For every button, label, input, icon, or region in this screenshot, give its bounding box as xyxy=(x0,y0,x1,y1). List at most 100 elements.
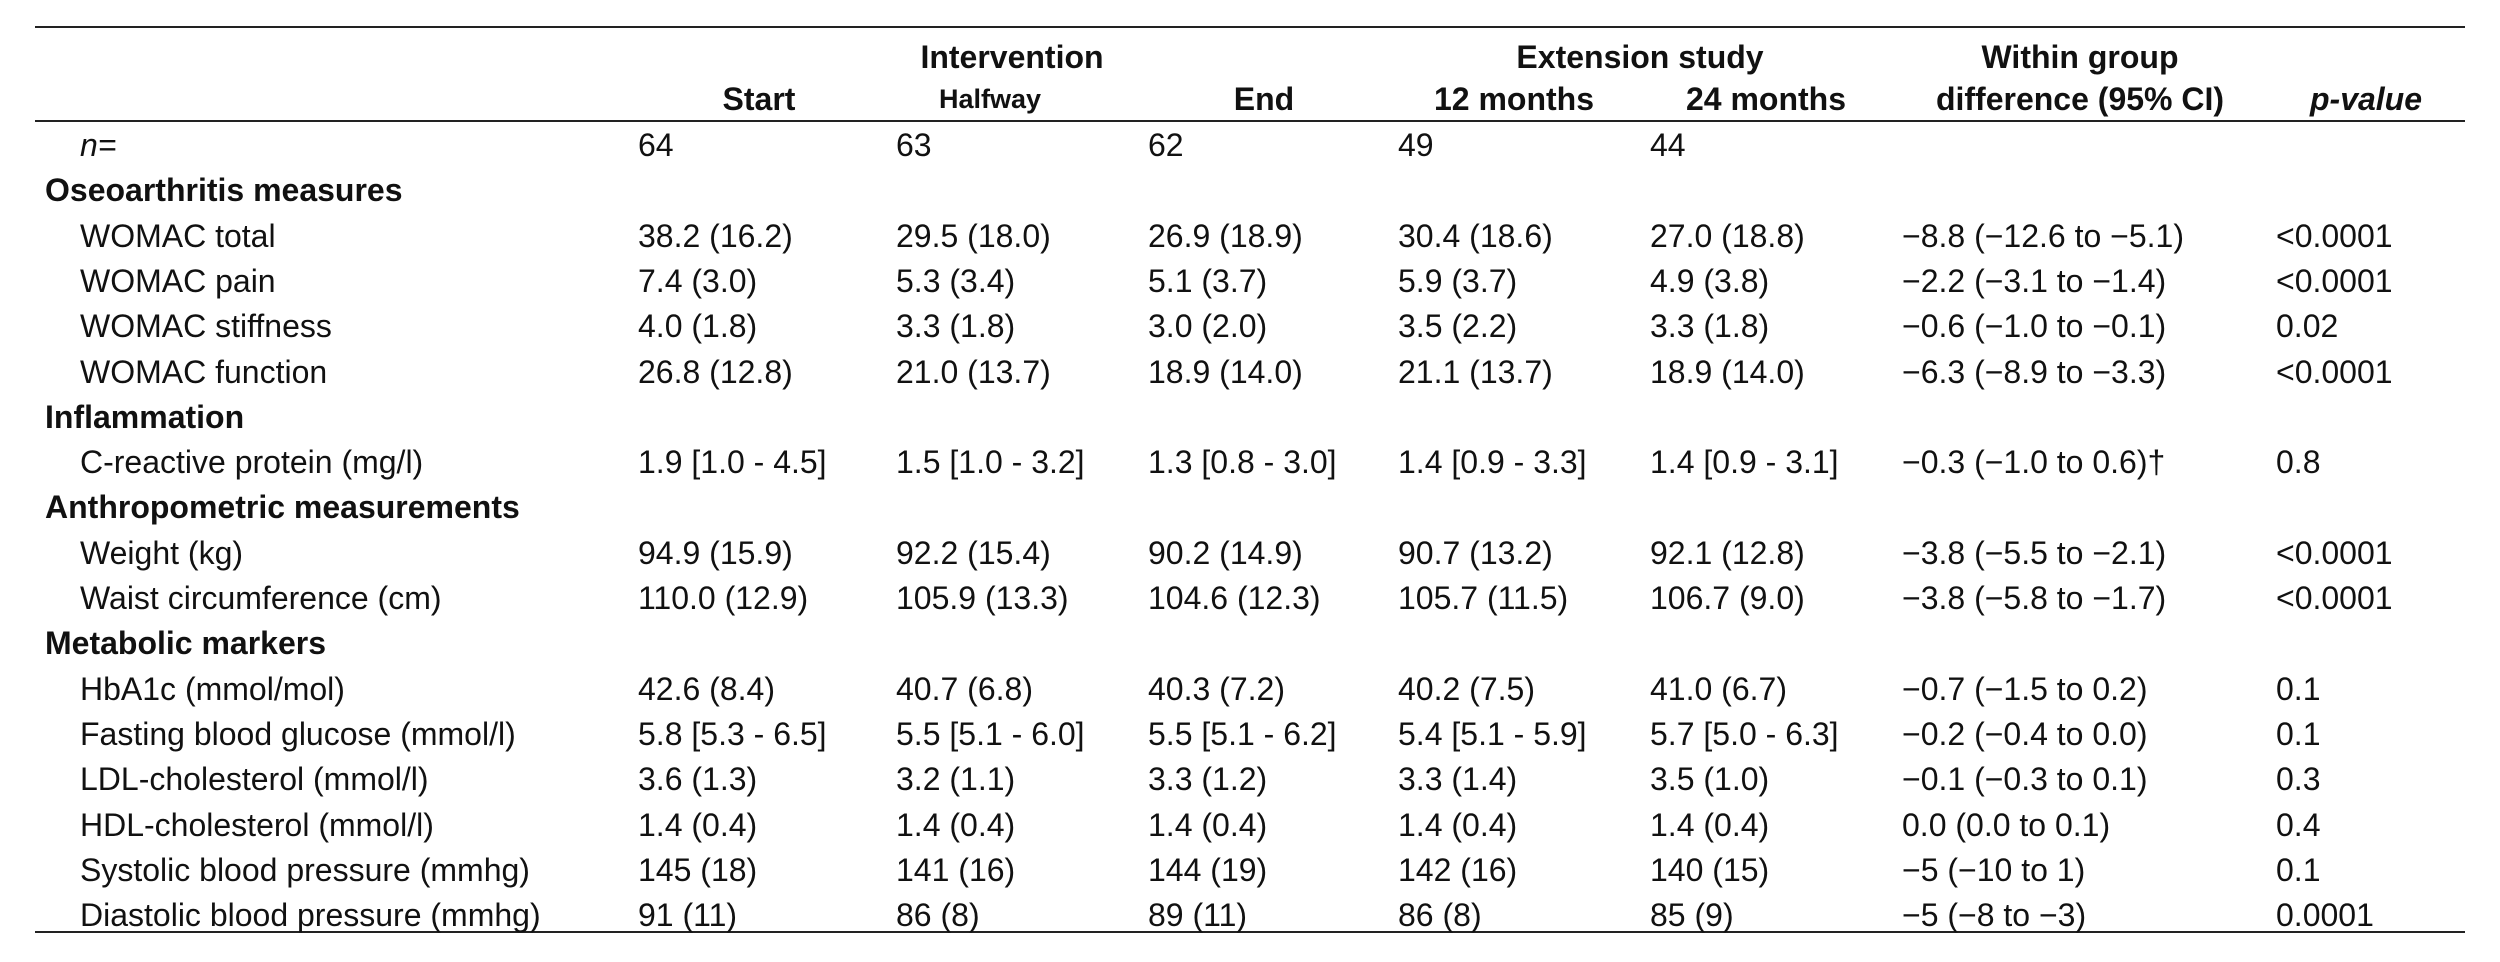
table-cell: −3.8 (−5.8 to −1.7) xyxy=(1902,580,2167,616)
table-cell: 0.1 xyxy=(2276,670,2321,707)
section-heading: Oseoarthritis measures xyxy=(45,172,403,209)
table-cell: −0.3 (−1.0 to 0.6)† xyxy=(1902,444,2166,481)
table-cell: 5.4 [5.1 - 5.9] xyxy=(1398,715,1587,752)
table-cell: 91 (11) xyxy=(638,897,738,934)
table-cell: 105.7 (11.5) xyxy=(1398,580,1569,616)
table-cell: 110.0 (12.9) xyxy=(638,580,809,616)
group-header: Extension study xyxy=(1516,39,1764,75)
table-cell: 27.0 (18.8) xyxy=(1650,217,1805,254)
table-cell: 86 (8) xyxy=(1398,897,1482,934)
row-label: Waist circumference (cm) xyxy=(80,580,442,616)
table-cell: −0.1 (−0.3 to 0.1) xyxy=(1902,761,2148,798)
header-rule xyxy=(35,120,2465,122)
table-cell: 0.02 xyxy=(2276,308,2339,345)
table-cell: 38.2 (16.2) xyxy=(638,217,793,254)
table-cell: 85 (9) xyxy=(1650,897,1734,934)
table-cell: 40.2 (7.5) xyxy=(1398,670,1535,707)
table-cell: <0.0001 xyxy=(2276,262,2393,299)
table-cell: 1.4 (0.4) xyxy=(638,806,758,843)
table-cell: 30.4 (18.6) xyxy=(1398,217,1553,254)
table-cell: 5.9 (3.7) xyxy=(1398,262,1518,299)
table-cell: 0.1 xyxy=(2276,851,2321,888)
table-cell: 94.9 (15.9) xyxy=(638,534,793,571)
table-cell: 5.8 [5.3 - 6.5] xyxy=(638,715,827,752)
table-cell: 26.9 (18.9) xyxy=(1148,217,1303,254)
table-cell: −0.6 (−1.0 to −0.1) xyxy=(1902,308,2167,345)
table-cell: 104.6 (12.3) xyxy=(1148,580,1321,616)
table-cell: 3.5 (2.2) xyxy=(1398,308,1518,345)
table-cell: −6.3 (−8.9 to −3.3) xyxy=(1902,353,2167,390)
table-cell: 3.2 (1.1) xyxy=(896,761,1016,798)
table-cell: 105.9 (13.3) xyxy=(896,580,1069,616)
table-cell: 3.3 (1.8) xyxy=(896,308,1016,345)
table-cell: 1.4 (0.4) xyxy=(1650,806,1770,843)
table-cell: 4.9 (3.8) xyxy=(1650,262,1770,299)
row-label: Systolic blood pressure (mmhg) xyxy=(80,851,530,888)
table-cell: 92.2 (15.4) xyxy=(896,534,1051,571)
table-cell: 26.8 (12.8) xyxy=(638,353,793,390)
table-cell: 0.3 xyxy=(2276,761,2321,798)
table-cell: −2.2 (−3.1 to −1.4) xyxy=(1902,262,2167,299)
table-cell: <0.0001 xyxy=(2276,534,2393,571)
table-cell: 0.0 (0.0 to 0.1) xyxy=(1902,806,2111,843)
row-label: HbA1c (mmol/mol) xyxy=(80,670,345,707)
group-header: Intervention xyxy=(920,39,1104,75)
table-cell: 0.8 xyxy=(2276,444,2321,481)
column-header: 24 months xyxy=(1685,81,1847,117)
table-cell: 21.0 (13.7) xyxy=(896,353,1051,390)
section-heading: Anthropometric measurements xyxy=(45,489,520,526)
table-cell: 40.3 (7.2) xyxy=(1148,670,1285,707)
section-heading: Metabolic markers xyxy=(45,625,327,662)
table-cell: 44 xyxy=(1650,127,1686,163)
table-cell: 1.9 [1.0 - 4.5] xyxy=(638,444,827,481)
row-label: Diastolic blood pressure (mmhg) xyxy=(80,897,541,934)
table-cell: 3.6 (1.3) xyxy=(638,761,758,798)
table-cell: <0.0001 xyxy=(2276,353,2393,390)
row-label: LDL-cholesterol (mmol/l) xyxy=(80,761,429,798)
table-cell: 141 (16) xyxy=(896,851,1016,888)
table-cell: 86 (8) xyxy=(896,897,980,934)
row-label: WOMAC function xyxy=(80,353,328,390)
table-cell: 145 (18) xyxy=(638,851,758,888)
table-cell: 0.1 xyxy=(2276,715,2321,752)
table-cell: <0.0001 xyxy=(2276,580,2393,616)
column-header: End xyxy=(1233,81,1295,117)
table-cell: 42.6 (8.4) xyxy=(638,670,775,707)
table-cell: 1.4 (0.4) xyxy=(1398,806,1518,843)
table-cell: −8.8 (−12.6 to −5.1) xyxy=(1902,217,2184,254)
table-cell: −0.7 (−1.5 to 0.2) xyxy=(1902,670,2148,707)
table-cell: 7.4 (3.0) xyxy=(638,262,758,299)
table-cell: 1.4 [0.9 - 3.1] xyxy=(1650,444,1839,481)
column-header: Halfway xyxy=(938,84,1042,114)
bottom-rule xyxy=(35,931,2465,933)
table-cell: 5.5 [5.1 - 6.0] xyxy=(896,715,1085,752)
table-cell: 140 (15) xyxy=(1650,851,1770,888)
table-cell: <0.0001 xyxy=(2276,217,2393,254)
table-cell: −5 (−8 to −3) xyxy=(1902,897,2087,934)
table-cell: 90.2 (14.9) xyxy=(1148,534,1303,571)
column-header: Within group xyxy=(1981,39,2179,75)
table-cell: 62 xyxy=(1148,127,1184,163)
row-label: Fasting blood glucose (mmol/l) xyxy=(80,715,516,752)
table-cell: 18.9 (14.0) xyxy=(1650,353,1805,390)
column-header: difference (95% CI) xyxy=(1935,81,2225,117)
table-cell: 3.0 (2.0) xyxy=(1148,308,1268,345)
row-label: HDL-cholesterol (mmol/l) xyxy=(80,806,434,843)
table-cell: 40.7 (6.8) xyxy=(896,670,1033,707)
row-label: WOMAC total xyxy=(80,217,276,254)
table-cell: 3.5 (1.0) xyxy=(1650,761,1770,798)
section-heading: Inflammation xyxy=(45,398,245,435)
row-label: WOMAC stiffness xyxy=(80,308,332,345)
table-cell: 106.7 (9.0) xyxy=(1650,580,1805,616)
top-rule xyxy=(35,26,2465,28)
table-cell: 89 (11) xyxy=(1148,897,1248,934)
table-cell: −5 (−10 to 1) xyxy=(1902,851,2086,888)
table-cell: 90.7 (13.2) xyxy=(1398,534,1553,571)
table-cell: 5.1 (3.7) xyxy=(1148,262,1268,299)
table-cell: 49 xyxy=(1398,127,1434,163)
row-label: n= xyxy=(80,127,117,163)
table-cell: 3.3 (1.4) xyxy=(1398,761,1518,798)
table-cell: 1.4 (0.4) xyxy=(896,806,1016,843)
table-cell: 5.7 [5.0 - 6.3] xyxy=(1650,715,1839,752)
table-cell: 1.5 [1.0 - 3.2] xyxy=(896,444,1085,481)
